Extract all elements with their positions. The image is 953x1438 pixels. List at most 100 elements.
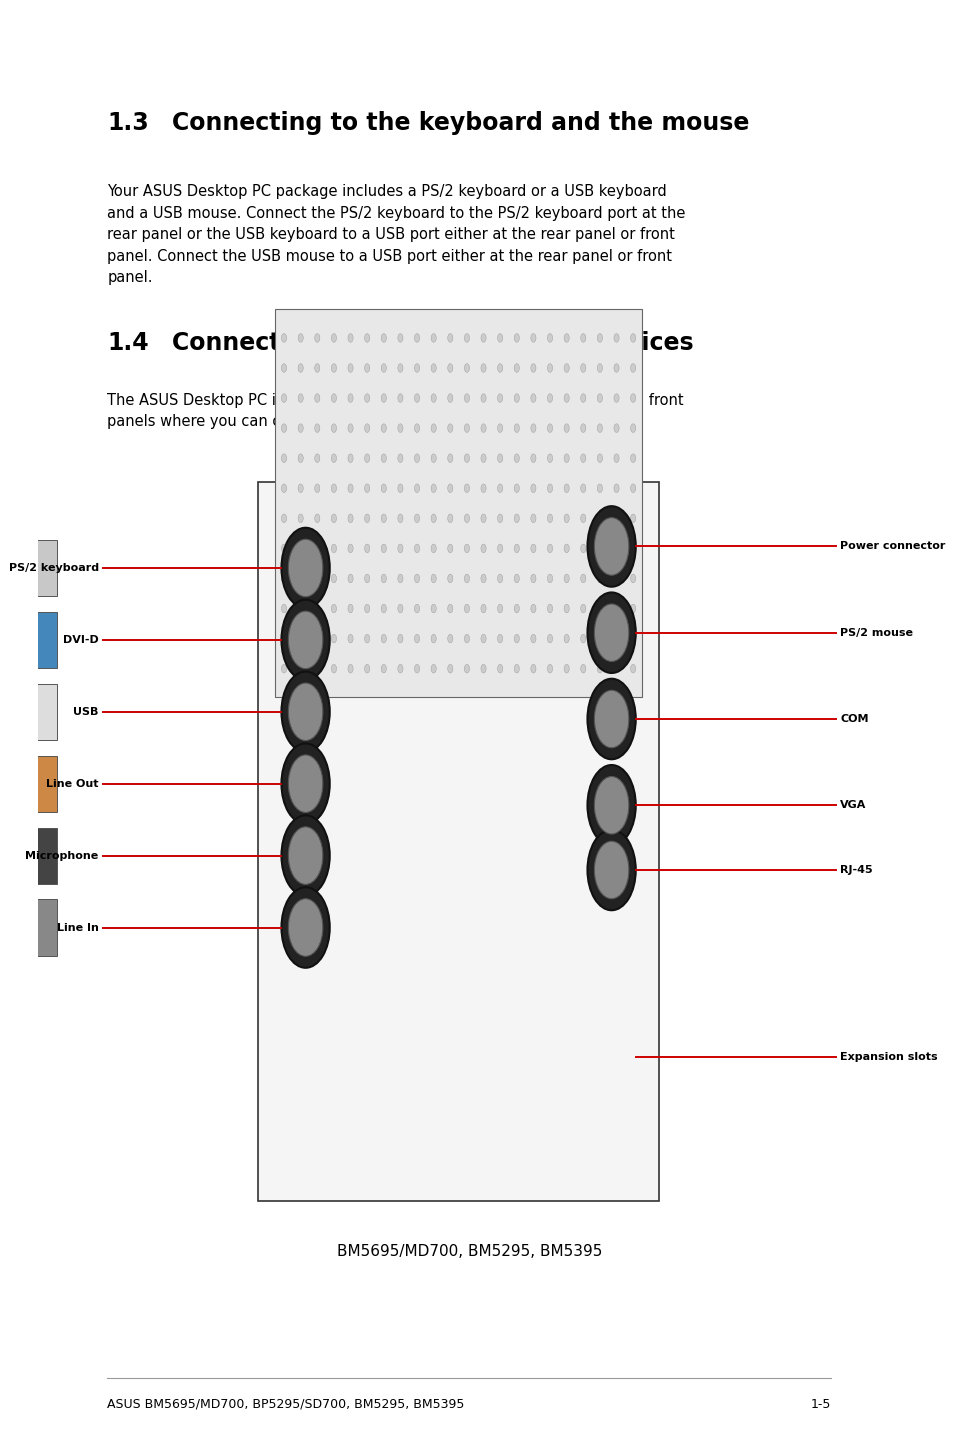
Circle shape [414,604,419,613]
Text: Line In: Line In [57,923,98,932]
Circle shape [348,454,353,463]
Circle shape [314,664,319,673]
FancyBboxPatch shape [906,843,953,897]
Circle shape [314,364,319,372]
Circle shape [288,611,322,669]
Circle shape [397,394,402,403]
Circle shape [614,604,618,613]
Circle shape [597,574,602,582]
Circle shape [594,841,628,899]
Circle shape [464,424,469,433]
Circle shape [414,334,419,342]
Circle shape [397,664,402,673]
Circle shape [281,600,330,680]
Circle shape [348,634,353,643]
Circle shape [497,394,502,403]
Circle shape [547,454,552,463]
Circle shape [497,604,502,613]
Circle shape [381,334,386,342]
Circle shape [514,544,518,552]
Circle shape [594,604,628,661]
Circle shape [364,544,370,552]
Circle shape [580,485,585,493]
Circle shape [331,634,336,643]
Text: BM5695/MD700, BM5295, BM5395: BM5695/MD700, BM5295, BM5395 [336,1244,601,1258]
Circle shape [497,513,502,522]
Circle shape [331,574,336,582]
Circle shape [288,539,322,597]
Circle shape [288,755,322,812]
Circle shape [580,513,585,522]
Circle shape [414,634,419,643]
Circle shape [630,364,635,372]
Circle shape [547,604,552,613]
Circle shape [587,765,635,846]
Circle shape [397,544,402,552]
Circle shape [314,485,319,493]
Circle shape [547,485,552,493]
Circle shape [281,513,286,522]
Circle shape [547,634,552,643]
Circle shape [530,424,536,433]
Circle shape [530,664,536,673]
Circle shape [597,485,602,493]
Circle shape [630,634,635,643]
Circle shape [431,334,436,342]
Circle shape [514,424,518,433]
Circle shape [530,364,536,372]
Circle shape [414,544,419,552]
Circle shape [447,544,453,552]
Circle shape [397,604,402,613]
Circle shape [331,334,336,342]
Circle shape [348,544,353,552]
Circle shape [614,574,618,582]
Circle shape [530,634,536,643]
Circle shape [364,634,370,643]
Circle shape [348,574,353,582]
Circle shape [314,424,319,433]
Circle shape [297,604,303,613]
Circle shape [414,364,419,372]
Circle shape [587,592,635,673]
Circle shape [597,364,602,372]
Circle shape [331,454,336,463]
Circle shape [288,683,322,741]
Circle shape [464,544,469,552]
Circle shape [348,364,353,372]
Circle shape [464,394,469,403]
Circle shape [314,544,319,552]
Circle shape [381,364,386,372]
Circle shape [364,485,370,493]
Circle shape [297,574,303,582]
Circle shape [614,334,618,342]
Circle shape [464,513,469,522]
Circle shape [563,485,569,493]
Circle shape [464,454,469,463]
Circle shape [381,604,386,613]
Circle shape [514,664,518,673]
Circle shape [281,454,286,463]
Circle shape [381,634,386,643]
Circle shape [464,664,469,673]
Circle shape [431,604,436,613]
Circle shape [630,574,635,582]
Circle shape [431,664,436,673]
Circle shape [597,544,602,552]
Circle shape [480,574,486,582]
Circle shape [348,485,353,493]
Circle shape [563,334,569,342]
Circle shape [580,664,585,673]
Circle shape [447,394,453,403]
Circle shape [331,394,336,403]
Circle shape [480,394,486,403]
Circle shape [547,394,552,403]
Circle shape [381,424,386,433]
Circle shape [431,394,436,403]
Circle shape [431,485,436,493]
Circle shape [364,664,370,673]
Circle shape [480,334,486,342]
Circle shape [331,664,336,673]
Text: VGA: VGA [840,801,865,810]
Circle shape [514,334,518,342]
Circle shape [614,513,618,522]
